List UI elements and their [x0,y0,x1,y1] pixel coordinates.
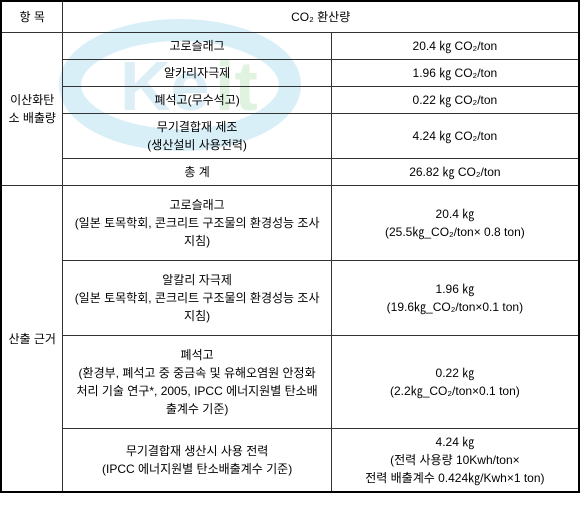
table-row: 폐석고(무수석고) 0.22 ㎏ CO₂/ton [1,87,579,114]
co2-table: 항 목 CO₂ 환산량 이산화탄소 배출량 고로슬래그 20.4 ㎏ CO₂/t… [0,0,580,493]
item-value: 20.4 ㎏ CO₂/ton [331,33,579,60]
item-value: 4.24 ㎏ CO₂/ton [331,114,579,159]
section2-label: 산출 근거 [1,186,63,493]
table-row: 무기결합재 생산시 사용 전력 (IPCC 에너지원별 탄소배출계수 기준) 4… [1,429,579,493]
item-name: 알칼리 자극제 (일본 토목학회, 콘크리트 구조물의 환경성능 조사 지침) [63,261,331,336]
item-value: 1.96 ㎏ CO₂/ton [331,60,579,87]
section1-label: 이산화탄소 배출량 [1,33,63,186]
item-name: 고로슬래그 (일본 토목학회, 콘크리트 구조물의 환경성능 조사 지침) [63,186,331,261]
item-value: 26.82 ㎏ CO₂/ton [331,159,579,186]
table-row: 알칼리 자극제 (일본 토목학회, 콘크리트 구조물의 환경성능 조사 지침) … [1,261,579,336]
header-col1: 항 목 [1,1,63,33]
item-name: 무기결합재 제조 (생산설비 사용전력) [63,114,331,159]
item-value: 1.96 ㎏ (19.6㎏_CO₂/ton×0.1 ton) [331,261,579,336]
table-row: 알카리자극제 1.96 ㎏ CO₂/ton [1,60,579,87]
item-value: 4.24 ㎏ (전력 사용량 10Kwh/ton× 전력 배출계수 0.424㎏… [331,429,579,493]
item-name: 총 계 [63,159,331,186]
item-name: 폐석고 (환경부, 폐석고 중 중금속 및 유해오염원 안정화 처리 기술 연구… [63,336,331,429]
table-row: 무기결합재 제조 (생산설비 사용전력) 4.24 ㎏ CO₂/ton [1,114,579,159]
header-col2: CO₂ 환산량 [63,1,579,33]
table-row: 폐석고 (환경부, 폐석고 중 중금속 및 유해오염원 안정화 처리 기술 연구… [1,336,579,429]
table-row: 산출 근거 고로슬래그 (일본 토목학회, 콘크리트 구조물의 환경성능 조사 … [1,186,579,261]
item-value: 0.22 ㎏ (2.2㎏_CO₂/ton×0.1 ton) [331,336,579,429]
item-name: 폐석고(무수석고) [63,87,331,114]
item-name: 알카리자극제 [63,60,331,87]
item-name: 고로슬래그 [63,33,331,60]
item-name: 무기결합재 생산시 사용 전력 (IPCC 에너지원별 탄소배출계수 기준) [63,429,331,493]
item-value: 20.4 ㎏ (25.5㎏_CO₂/ton× 0.8 ton) [331,186,579,261]
table-row: 총 계 26.82 ㎏ CO₂/ton [1,159,579,186]
item-value: 0.22 ㎏ CO₂/ton [331,87,579,114]
table-row: 이산화탄소 배출량 고로슬래그 20.4 ㎏ CO₂/ton [1,33,579,60]
